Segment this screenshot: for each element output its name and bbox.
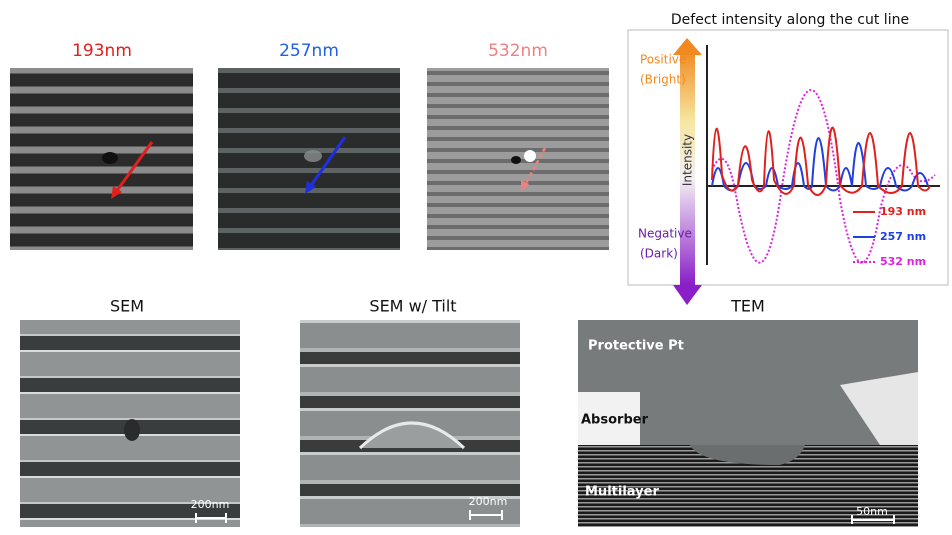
image-193 <box>10 68 193 250</box>
tem-annotation: Protective Pt <box>588 339 684 354</box>
axis-label: Intensity <box>681 134 695 186</box>
scale-label: 50nm <box>856 505 888 518</box>
panel-label: 257nm <box>279 41 339 61</box>
scale-label: 200nm <box>191 498 230 511</box>
panel-label: SEM <box>110 297 144 316</box>
legend-label: 193 nm <box>880 205 926 218</box>
panel-label: 193nm <box>72 41 132 61</box>
defect <box>102 152 118 164</box>
defect-dark <box>511 156 521 164</box>
defect-bright <box>524 150 536 162</box>
arrowhead <box>673 285 702 305</box>
plot-title: Defect intensity along the cut line <box>671 12 909 28</box>
panel-label: TEM <box>730 297 765 316</box>
legend-label: 532 nm <box>880 255 926 268</box>
bright-label: (Bright) <box>640 73 686 87</box>
defect <box>124 419 140 441</box>
panel-label: 532nm <box>488 41 548 61</box>
positive-label: Positive <box>640 53 686 67</box>
tem-annotation: Absorber <box>581 413 649 428</box>
panel-label: SEM w/ Tilt <box>369 297 456 316</box>
dark-label: (Dark) <box>640 247 678 261</box>
tem-annotation: Multilayer <box>585 485 659 500</box>
legend-label: 257 nm <box>880 230 926 243</box>
negative-label: Negative <box>638 227 692 241</box>
scale-label: 200nm <box>469 495 508 508</box>
defect <box>304 150 322 162</box>
figure: 193nm 257nm 532nm Defect intensity along… <box>0 0 952 535</box>
